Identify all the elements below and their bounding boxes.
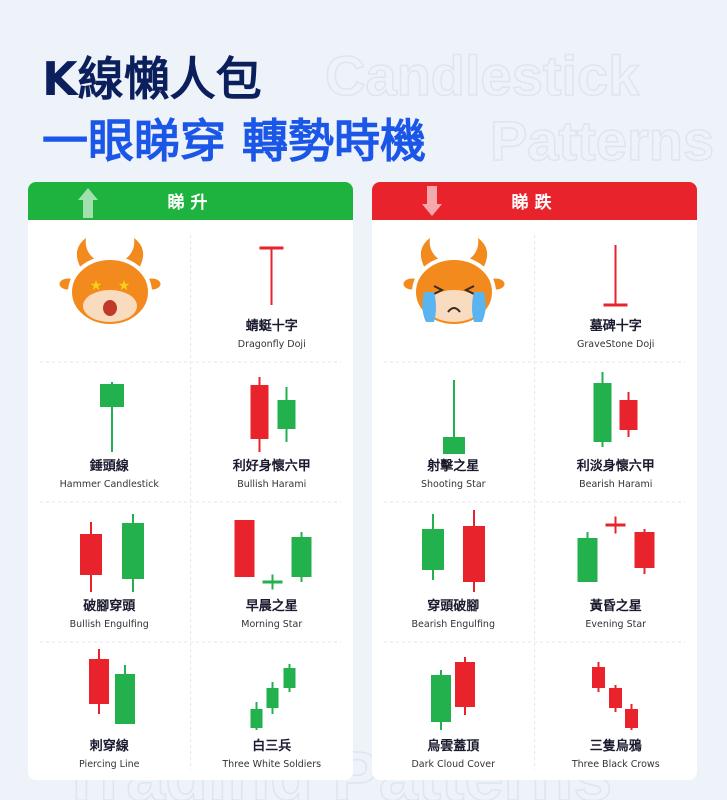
pattern-en: Dragonfly Doji	[238, 339, 306, 350]
watermark: Candlestick	[325, 44, 640, 107]
pattern-name: 射擊之星	[426, 458, 479, 474]
mouth	[447, 307, 461, 313]
candle-body	[609, 688, 622, 708]
candle-body	[463, 526, 485, 582]
pattern-name: 早晨之星	[246, 598, 298, 614]
pattern-name: 利淡身懷六甲	[577, 458, 655, 474]
pattern-name: 白三兵	[252, 738, 291, 754]
pattern-name: 三隻烏鴉	[590, 738, 642, 754]
pattern-en: Bullish Harami	[237, 479, 306, 490]
candle-body	[234, 520, 255, 577]
pattern-cell: 墓碑十字 GraveStone Doji	[577, 245, 654, 350]
candle-body	[250, 385, 269, 439]
candle-body	[122, 523, 144, 579]
pattern-name: 刺穿線	[90, 738, 130, 754]
pattern-name: 烏雲蓋頂	[427, 738, 480, 754]
pattern-name: 錘頭線	[90, 458, 130, 474]
candle-body	[431, 675, 451, 722]
mouth	[103, 300, 117, 316]
candle-body	[266, 688, 279, 708]
watermark: Patterns	[490, 109, 714, 172]
candle-body	[619, 400, 638, 430]
pattern-name: 穿頭破腳	[427, 598, 479, 614]
panel-label: 睇跌	[512, 192, 558, 213]
pattern-en: Dark Cloud Cover	[411, 759, 495, 770]
eye: ★	[118, 278, 131, 294]
arrow-up	[78, 188, 98, 218]
candle-body	[115, 674, 135, 724]
pattern-en: Evening Star	[585, 619, 646, 630]
pattern-cell: 蜻蜓十字 Dragonfly Doji	[238, 246, 306, 350]
pattern-en: Three Black Crows	[571, 759, 660, 770]
pattern-cell: 早晨之星 Morning Star	[234, 520, 312, 630]
pattern-en: Bullish Engulfing	[70, 619, 149, 630]
pattern-en: Morning Star	[241, 619, 302, 630]
pattern-cell: 白三兵 Three White Soldiers	[221, 664, 321, 770]
tears	[422, 292, 486, 322]
pattern-cell: 刺穿線 Piercing Line	[79, 649, 140, 770]
candle-body	[455, 662, 475, 707]
panel-header	[28, 182, 353, 220]
pattern-cell: 烏雲蓋頂 Dark Cloud Cover	[411, 657, 495, 770]
eye: ★	[90, 278, 103, 294]
candle-body	[283, 668, 296, 688]
pattern-cell: 利淡身懷六甲 Bearish Harami	[577, 372, 655, 490]
candle-body	[592, 667, 605, 688]
pattern-cell: 黃昏之星 Evening Star	[577, 516, 655, 630]
arrow-down	[422, 186, 442, 216]
pattern-cell: 穿頭破腳 Bearish Engulfing	[412, 510, 495, 630]
candle-body	[422, 529, 444, 570]
pattern-en: Shooting Star	[421, 479, 486, 490]
muzzle	[427, 290, 481, 322]
candle-body	[634, 532, 655, 568]
pattern-cell: 破腳穿頭 Bullish Engulfing	[70, 514, 149, 630]
mascot	[400, 238, 508, 328]
candle-body	[80, 534, 102, 575]
candle-body	[291, 537, 312, 577]
candle-body	[593, 383, 612, 442]
eye	[433, 285, 445, 295]
pattern-cell: 射擊之星 Shooting Star	[421, 380, 486, 490]
pattern-name: 墓碑十字	[589, 318, 642, 334]
pattern-name: 破腳穿頭	[83, 598, 136, 614]
pattern-cell: 三隻烏鴉 Three Black Crows	[571, 662, 660, 770]
panel-header	[372, 182, 697, 220]
pattern-en: Hammer Candlestick	[60, 479, 160, 490]
pattern-en: Bearish Engulfing	[412, 619, 495, 630]
candle-body	[100, 384, 124, 407]
mascot: ★ ★	[56, 238, 164, 328]
pattern-en: Piercing Line	[79, 759, 140, 770]
pattern-cell: 利好身懷六甲 Bullish Harami	[233, 377, 311, 490]
subtitle: 一眼睇穿 轉勢時機	[42, 114, 426, 168]
candle-body	[577, 538, 598, 582]
candle-body	[625, 709, 638, 728]
pattern-name: 蜻蜓十字	[246, 318, 298, 334]
pattern-name: 利好身懷六甲	[233, 458, 311, 474]
candle-body	[250, 709, 263, 728]
panel-label: 睇升	[168, 192, 214, 213]
candle-body	[277, 400, 296, 429]
eye	[463, 285, 475, 295]
pattern-en: GraveStone Doji	[577, 339, 654, 350]
pattern-cell: 錘頭線 Hammer Candlestick	[60, 382, 160, 490]
candle-body	[89, 659, 109, 704]
title: K線懶人包	[42, 52, 262, 106]
pattern-en: Bearish Harami	[579, 479, 652, 490]
pattern-name: 黃昏之星	[589, 598, 642, 614]
candle-body	[443, 437, 465, 454]
pattern-en: Three White Soldiers	[221, 759, 321, 770]
